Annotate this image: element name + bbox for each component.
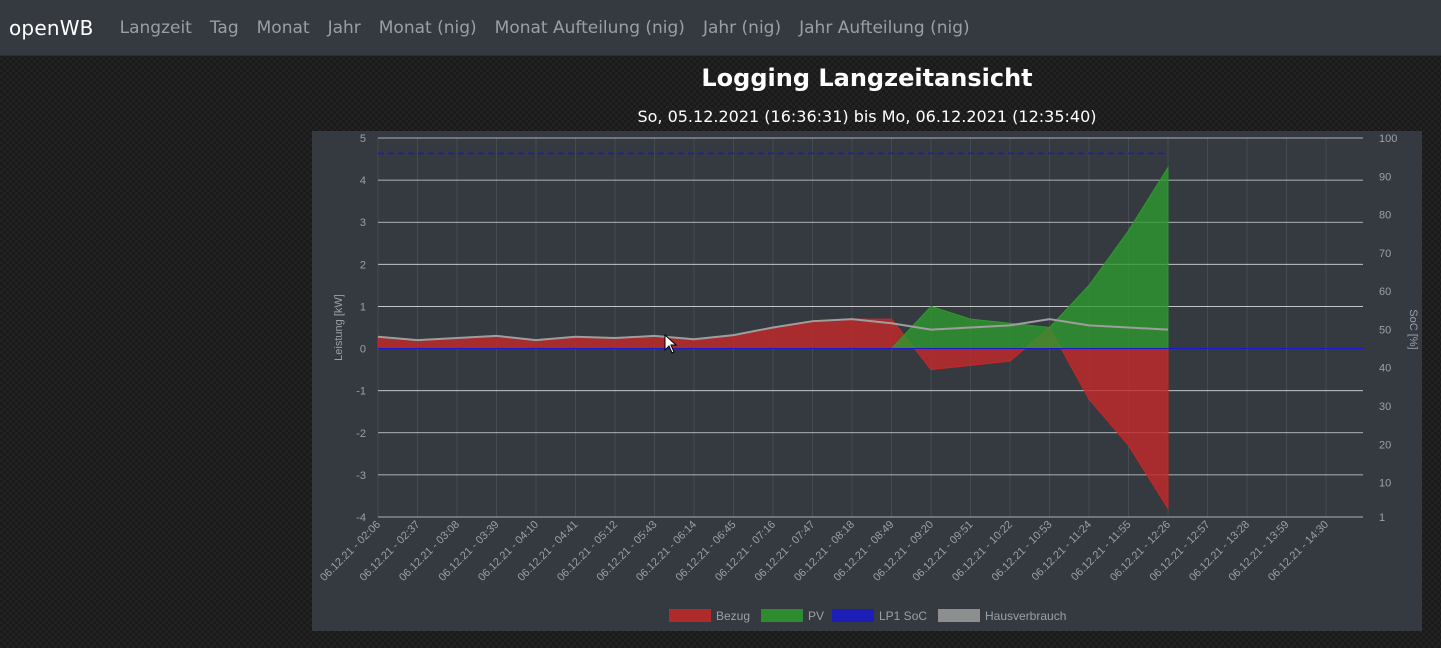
legend-label-hausverbrauch: Hausverbrauch [985, 609, 1066, 623]
series-line-hausverbrauch [377, 318, 1169, 342]
mouse-pointer-icon [664, 334, 678, 354]
legend-swatch-bezug [669, 609, 711, 622]
y2-tick-label: 70 [1379, 248, 1391, 260]
nav-link-monat-nig[interactable]: Monat (nig) [378, 17, 477, 38]
legend-swatch-hausverbrauch [938, 609, 980, 622]
nav-link-tag[interactable]: Tag [209, 17, 239, 38]
y2-tick-label: 50 [1379, 324, 1391, 336]
nav-link-monat-aufteilung-nig[interactable]: Monat Aufteilung (nig) [494, 17, 685, 38]
y2-tick-label: 40 [1379, 363, 1391, 375]
nav-link-jahr-aufteilung-nig[interactable]: Jahr Aufteilung (nig) [799, 17, 970, 38]
y-tick-label: 2 [360, 259, 366, 271]
brand-logo[interactable]: openWB [9, 15, 94, 40]
y-tick-label: -4 [356, 512, 366, 524]
y2-tick-label: 60 [1379, 286, 1391, 298]
legend-label-lp1-soc: LP1 SoC [879, 609, 927, 623]
y2-tick-label: 10 [1379, 478, 1391, 490]
y2-tick-label: 30 [1379, 401, 1391, 413]
legend-swatch-lp1-soc [832, 609, 874, 622]
y-tick-label: 1 [360, 301, 366, 313]
nav-link-jahr[interactable]: Jahr [327, 17, 361, 38]
navbar: openWB Langzeit Tag Monat Jahr Monat (ni… [0, 0, 1441, 56]
y-tick-label: -2 [356, 428, 366, 440]
y2-axis-title: SoC [%] [1407, 309, 1419, 349]
y-tick-label: 3 [360, 217, 366, 229]
y-tick-label: 0 [360, 344, 366, 356]
nav-link-langzeit[interactable]: Langzeit [119, 17, 192, 38]
legend-label-bezug: Bezug [716, 609, 750, 623]
y-axis-title: Leistung [kW] [333, 294, 345, 361]
nav-link-jahr-nig[interactable]: Jahr (nig) [702, 17, 782, 38]
y-tick-label: -3 [356, 470, 366, 482]
date-range-subtitle: So, 05.12.2021 (16:36:31) bis Mo, 06.12.… [637, 107, 1097, 126]
y-tick-label: 4 [360, 175, 366, 187]
y2-tick-label: 20 [1379, 439, 1391, 451]
y-tick-label: -1 [356, 386, 366, 398]
y2-tick-label: 100 [1379, 133, 1397, 145]
y2-tick-label: 80 [1379, 210, 1391, 222]
chart-panel: 5 4 3 2 1 0 -1 -2 -3 -4 100 90 80 70 60 50 40 30 20 10 1 Leis… [312, 131, 1422, 631]
legend-swatch-pv [761, 609, 803, 622]
page-title: Logging Langzeitansicht [701, 64, 1033, 92]
y2-tick-label: 90 [1379, 171, 1391, 183]
nav-link-monat[interactable]: Monat [256, 17, 310, 38]
y2-tick-label: 1 [1379, 512, 1385, 524]
logging-chart: 543210-1-2-3-41009080706050403020101Leis… [318, 133, 1419, 623]
y-tick-label: 5 [360, 133, 366, 145]
legend-label-pv: PV [808, 609, 824, 623]
